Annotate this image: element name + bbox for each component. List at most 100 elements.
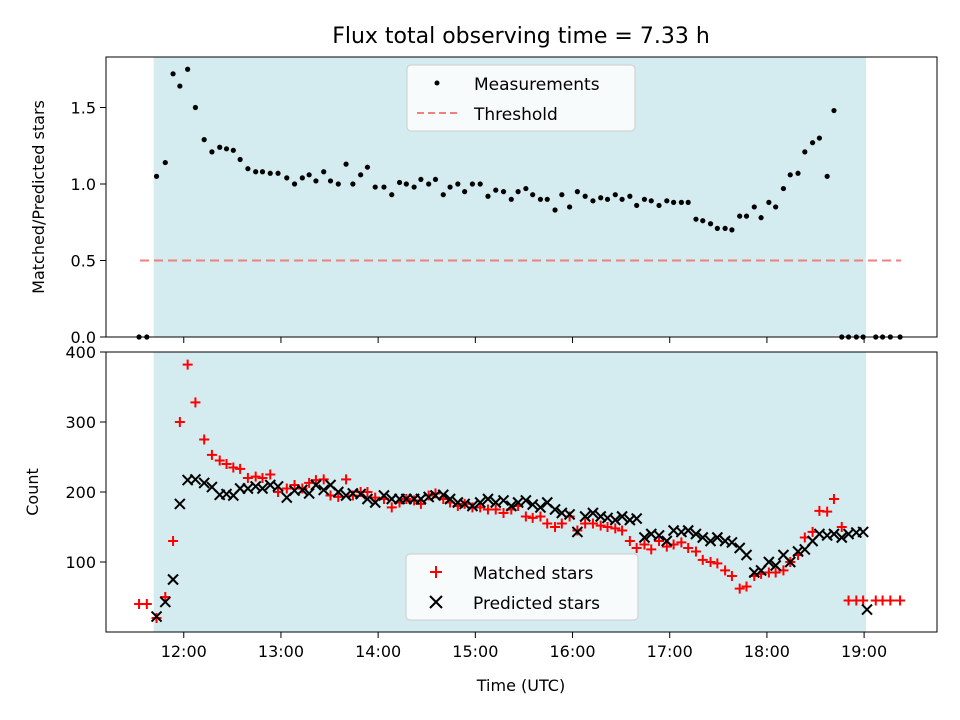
matched-star-point <box>490 504 501 515</box>
measurement-point <box>590 198 596 204</box>
measurement-point <box>291 181 298 187</box>
top-ytick-label: 0.0 <box>71 328 96 347</box>
bottom-series-layer <box>134 359 906 623</box>
matched-star-point <box>720 565 731 576</box>
matched-star-point <box>228 462 239 473</box>
predicted-star-point <box>310 479 322 491</box>
measurement-point <box>267 170 273 176</box>
predicted-star-point <box>740 549 753 561</box>
matched-star-point <box>214 455 225 466</box>
predicted-star-point <box>726 536 738 549</box>
predicted-star-point <box>303 487 315 500</box>
predicted-star-point <box>690 528 702 540</box>
matched-star-point <box>697 554 708 565</box>
matched-star-point <box>265 469 276 480</box>
measurement-point <box>530 192 536 198</box>
measurement-point <box>648 198 654 204</box>
measurement-point <box>831 107 837 114</box>
matched-star-point <box>654 536 665 546</box>
predicted-star-point <box>653 529 665 542</box>
bottom-legend: Matched stars Predicted stars <box>405 553 639 621</box>
measurement-point <box>773 204 779 210</box>
matched-star-point <box>498 508 509 518</box>
measurement-point <box>335 181 341 187</box>
top-x-ticks <box>183 337 865 343</box>
predicted-star-point <box>444 493 456 505</box>
predicted-star-point <box>474 496 486 509</box>
measurement-point <box>664 198 670 204</box>
measurement-point <box>766 199 772 205</box>
measurement-point <box>299 175 305 181</box>
matched-star-point <box>741 581 752 592</box>
predicted-star-point <box>836 531 848 544</box>
predicted-star-point <box>579 510 591 523</box>
measurement-point <box>321 169 327 175</box>
matched-star-point <box>836 522 847 532</box>
predicted-star-point <box>534 501 547 514</box>
predicted-star-point <box>497 494 510 507</box>
matched-star-point <box>475 502 486 513</box>
legend-predicted-marker <box>429 595 443 609</box>
predicted-star-point <box>150 610 163 623</box>
predicted-star-point <box>682 524 694 537</box>
matched-star-point <box>726 571 737 581</box>
measurement-point <box>582 193 588 199</box>
measurement-point <box>493 187 499 193</box>
measurement-point <box>780 185 787 192</box>
matched-star-point <box>602 522 613 532</box>
measurement-point <box>327 178 334 184</box>
matched-star-point <box>556 518 567 529</box>
predicted-star-point <box>167 573 179 586</box>
measurement-point <box>192 104 199 111</box>
measurement-point <box>306 172 312 178</box>
measurement-point <box>685 199 691 205</box>
measurement-point <box>598 195 604 201</box>
matched-star-point <box>250 471 261 482</box>
bottom-x-axis: 12:00 13:00 14:00 15:00 16:00 17:00 18:00 19:00 <box>161 632 887 661</box>
measurement-point <box>751 204 757 210</box>
predicted-star-point <box>466 500 479 512</box>
measurement-point <box>508 196 514 202</box>
matched-star-point <box>828 494 839 504</box>
measurement-point <box>758 215 764 221</box>
measurement-point <box>372 184 378 190</box>
measurement-point <box>544 196 550 202</box>
measurement-point <box>500 189 507 195</box>
matched-star-point <box>595 520 606 531</box>
matched-star-point <box>712 558 723 569</box>
matched-star-point <box>542 518 553 529</box>
measurement-point <box>485 193 491 199</box>
measurement-point <box>364 164 371 170</box>
measurement-point <box>440 192 446 198</box>
matched-star-point <box>535 511 546 522</box>
measurement-point <box>700 218 706 224</box>
top-legend: Measurements Threshold <box>406 64 636 132</box>
matched-star-point <box>858 595 869 606</box>
measurement-point <box>743 213 750 219</box>
matched-star-point <box>705 557 716 567</box>
predicted-star-point <box>563 508 576 521</box>
chart-title: Flux total observing time = 7.33 h <box>332 24 710 49</box>
legend-predicted-label: Predicted stars <box>473 594 600 614</box>
measurement-point <box>343 161 349 167</box>
predicted-star-point <box>332 486 344 498</box>
matched-star-point <box>318 474 329 485</box>
matched-star-point <box>333 491 344 502</box>
measurement-point <box>729 227 735 233</box>
predicted-star-point <box>249 480 262 493</box>
matched-star-point <box>341 474 352 485</box>
measurement-point <box>432 176 439 183</box>
matched-star-point <box>734 583 745 594</box>
measurement-point <box>671 199 677 205</box>
measurement-point <box>678 199 684 205</box>
predicted-star-point <box>361 493 374 505</box>
top-ytick-label: 1.5 <box>71 98 96 117</box>
measurement-point <box>824 173 830 179</box>
bottom-ylabel: Count <box>23 468 42 516</box>
predicted-star-point <box>272 480 284 493</box>
measurement-point <box>641 196 648 202</box>
bottom-ytick-label: 100 <box>65 553 96 572</box>
measurement-point <box>259 169 266 175</box>
predicted-star-point <box>697 531 709 544</box>
bottom-xtick-label: 17:00 <box>647 642 693 661</box>
